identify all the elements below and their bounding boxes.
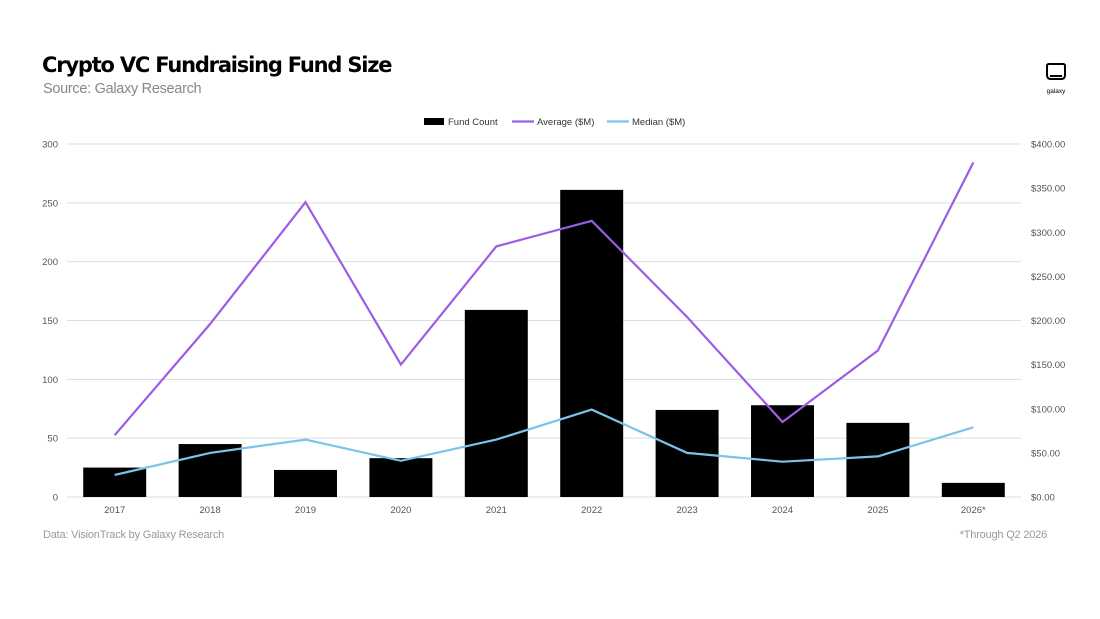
axis-labels: 0 50 100 150 200 250 300 $0.00 $50.00 $100.00 $150… [42, 140, 1065, 517]
x-tick-label: 2019 [295, 505, 316, 516]
galaxy-logo-text: galaxy [1046, 88, 1066, 95]
y-right-tick-label: $150.00 [1031, 360, 1065, 371]
y-right-tick-label: $350.00 [1031, 184, 1065, 195]
y-right-tick-label: $0.00 [1031, 493, 1055, 504]
legend-fund-count-label: Fund Count [448, 117, 498, 128]
series-lines [113, 162, 975, 476]
x-tick-label: 2026* [961, 505, 986, 516]
x-tick-label: 2025 [867, 505, 888, 516]
y-left-tick-label: 50 [47, 434, 58, 445]
y-right-tick-label: $100.00 [1031, 404, 1065, 415]
legend: Fund Count Average ($M) Median ($M) [424, 117, 685, 128]
footer-note: *Through Q2 2026 [959, 529, 1048, 541]
fund-count-bar [83, 467, 147, 497]
y-left-tick-label: 100 [42, 375, 58, 386]
fund-count-bar [464, 309, 528, 497]
median-line [114, 408, 974, 476]
x-tick-label: 2017 [104, 505, 125, 516]
x-tick-label: 2024 [772, 505, 793, 516]
y-left-tick-label: 200 [42, 257, 58, 268]
legend-fund-count-swatch [424, 118, 444, 125]
y-right-tick-label: $300.00 [1031, 228, 1065, 239]
galaxy-logo-icon [1046, 63, 1066, 80]
y-right-tick-label: $50.00 [1031, 448, 1060, 459]
y-left-tick-label: 250 [42, 198, 58, 209]
x-tick-label: 2018 [200, 505, 221, 516]
fund-count-bar [751, 405, 814, 497]
galaxy-logo: galaxy [1042, 63, 1070, 95]
fund-count-bar [274, 469, 337, 497]
chart-title: Crypto VC Fundraising Fund Size [42, 53, 393, 77]
x-tick-label: 2022 [581, 505, 602, 516]
x-tick-label: 2021 [486, 505, 507, 516]
x-tick-label: 2023 [677, 505, 698, 516]
fund-count-bars [83, 189, 1005, 497]
y-left-tick-label: 0 [53, 493, 58, 504]
y-left-tick-label: 300 [42, 140, 58, 151]
legend-median-label: Median ($M) [632, 117, 685, 128]
legend-average-label: Average ($M) [537, 117, 594, 128]
y-left-tick-label: 150 [42, 316, 58, 327]
average-line [113, 162, 975, 436]
fund-count-bar [941, 482, 1005, 497]
y-right-tick-label: $200.00 [1031, 316, 1065, 327]
y-right-tick-label: $400.00 [1031, 140, 1065, 151]
footer-source: Data: VisionTrack by Galaxy Research [43, 529, 225, 541]
x-tick-label: 2020 [390, 505, 411, 516]
fund-count-bar [846, 422, 910, 497]
fund-count-bar [369, 458, 433, 497]
y-right-tick-label: $250.00 [1031, 272, 1065, 283]
fund-count-bar [560, 189, 624, 497]
grid-lines [67, 143, 1021, 498]
chart-subtitle: Source: Galaxy Research [43, 81, 202, 97]
